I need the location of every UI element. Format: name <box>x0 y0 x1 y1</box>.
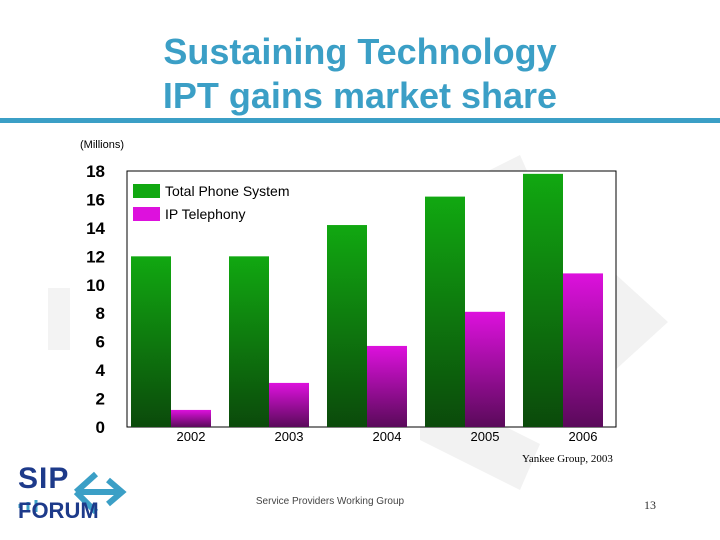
y-tick-label: 0 <box>96 418 105 437</box>
x-tick-label: 2005 <box>471 429 500 444</box>
x-tick-label: 2002 <box>177 429 206 444</box>
bar-ip-telephony-2003 <box>269 382 309 427</box>
units-label: (Millions) <box>80 139 124 151</box>
y-tick-label: 18 <box>86 162 105 181</box>
legend-swatch-total-phone <box>133 184 160 198</box>
title-line-1: Sustaining Technology <box>163 31 557 72</box>
y-tick-label: 16 <box>86 190 105 209</box>
bar-total-phone-2002 <box>131 256 171 427</box>
y-tick-label: 8 <box>96 304 105 323</box>
bar-total-phone-2004 <box>327 225 367 427</box>
title-divider <box>0 118 720 123</box>
bar-total-phone-2005 <box>425 196 465 427</box>
legend-label-ip-telephony: IP Telephony <box>165 206 245 222</box>
bar-total-phone-2003 <box>229 256 269 427</box>
x-tick-label: 2004 <box>373 429 402 444</box>
y-tick-label: 2 <box>96 390 105 409</box>
legend-label-total-phone: Total Phone System <box>165 183 290 199</box>
x-tick-label: 2003 <box>275 429 304 444</box>
logo-arrow-icon <box>18 471 127 515</box>
sip-forum-logo: SIP FORUM <box>16 462 128 526</box>
legend-swatch-ip-telephony <box>133 207 160 221</box>
y-tick-label: 4 <box>96 361 106 380</box>
bar-ip-telephony-2006 <box>563 273 603 427</box>
y-tick-label: 12 <box>86 247 105 266</box>
source-citation: Yankee Group, 2003 <box>522 453 613 465</box>
y-tick-label: 14 <box>86 219 105 238</box>
title-line-2: IPT gains market share <box>162 75 558 116</box>
footer-text: Service Providers Working Group <box>255 496 405 507</box>
y-tick-label: 6 <box>96 333 105 352</box>
bar-ip-telephony-2004 <box>367 345 407 427</box>
bar-ip-telephony-2002 <box>171 409 211 427</box>
bar-ip-telephony-2005 <box>465 311 505 427</box>
bar-total-phone-2006 <box>523 173 563 427</box>
logo-text-forum: FORUM <box>18 498 99 523</box>
logo-text-sip: SIP <box>18 462 70 495</box>
page-number: 13 <box>644 498 656 512</box>
x-tick-label: 2006 <box>569 429 598 444</box>
slide-title: Sustaining Technology IPT gains market s… <box>0 30 720 118</box>
y-tick-label: 10 <box>86 276 105 295</box>
